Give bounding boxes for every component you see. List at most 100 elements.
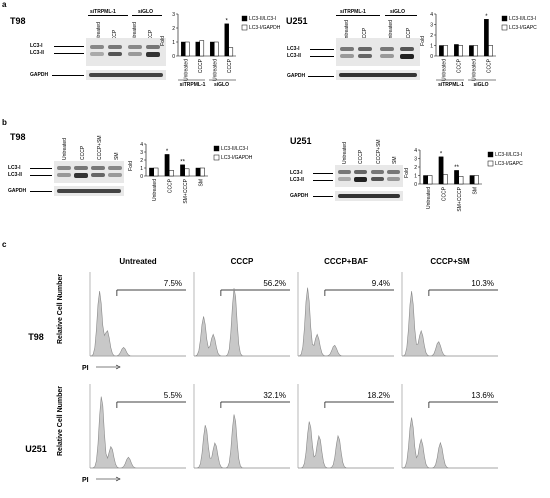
gate-percentage: 56.2%: [263, 279, 286, 288]
legend-label-2: LC3-I/GAPC: [495, 161, 523, 167]
legend-swatch-1: [213, 145, 220, 152]
label-gapdh: GAPDH: [290, 193, 309, 199]
legend-label-2: LC3-I/GAPDH: [221, 155, 253, 161]
label-gapdh: GAPDH: [287, 73, 306, 79]
blot-image-gapdh: [54, 186, 124, 196]
panel-b-letter: b: [2, 118, 7, 127]
x-tick-label: Untreated: [426, 187, 432, 209]
y-tick-label: 2: [414, 165, 417, 171]
significance-star: *: [485, 14, 488, 20]
y-tick-label: 1: [140, 166, 143, 172]
bar-series-2: [473, 45, 478, 57]
y-axis-label: Fold: [128, 161, 134, 171]
x-tick-label: SM: [472, 187, 478, 195]
gate-percentage: 13.6%: [471, 391, 494, 400]
x-tick-label: CCCP: [487, 58, 493, 73]
x-axis-arrowhead: [115, 364, 121, 370]
y-tick-label: 2: [140, 158, 143, 164]
x-tick-label: Untreated: [442, 59, 448, 81]
histogram-peak: [298, 421, 394, 469]
legend-label-2: LC3-I/GAPDH: [249, 25, 280, 31]
blot-image-lc3: [335, 165, 403, 187]
histogram-peak: [89, 291, 186, 357]
y-tick-label: 0: [172, 54, 175, 60]
legend-swatch-2: [487, 160, 494, 167]
cell-label-u251-b: U251: [290, 136, 312, 146]
y-tick-label: 4: [140, 142, 143, 148]
bar-chart-a-t98: 0 1 2 3 Fold Untreated CCCP Untreated * CCCP siTRP…: [160, 12, 280, 88]
histogram-peak: [401, 417, 498, 469]
histogram-peak: [297, 287, 394, 357]
bar-series-1: [164, 154, 170, 177]
gate-percentage: 5.5%: [164, 391, 182, 400]
y-axis-label: Fold: [420, 36, 426, 46]
group-label-sitrpml: siTRPML-1: [340, 9, 366, 15]
group-label: siGLO: [214, 82, 229, 88]
x-axis-arrowhead: [115, 476, 121, 482]
bar-series-2: [184, 168, 190, 177]
bar-series-2: [458, 176, 464, 185]
row-cell-label: T98: [28, 332, 44, 342]
x-tick-label: CCCP: [167, 178, 173, 193]
x-axis-label: PI: [82, 477, 89, 484]
x-tick-label: CCCP: [227, 58, 233, 73]
legend-swatch-2: [501, 24, 508, 31]
cell-label-t98-b: T98: [10, 132, 26, 142]
group-label: siTRPML-1: [180, 82, 206, 88]
y-tick-label: 4: [414, 148, 417, 154]
label-gapdh: GAPDH: [30, 72, 49, 78]
y-tick-label: 1: [414, 174, 417, 180]
legend-swatch-1: [501, 15, 508, 22]
x-axis-label: PI: [82, 365, 89, 372]
legend-label-1: LC3-II/LC3-I: [221, 146, 248, 152]
panel-a-letter: a: [2, 0, 7, 9]
gate-percentage: 18.2%: [367, 391, 390, 400]
gate-percentage: 9.4%: [372, 279, 390, 288]
group-label: siGLO: [473, 82, 488, 88]
x-tick-label: Untreated: [472, 59, 478, 81]
bar-series-1: [438, 156, 444, 185]
bar-series-2: [228, 47, 234, 57]
gate-percentage: 32.1%: [263, 391, 286, 400]
label-lc3i: LC3-I: [8, 165, 21, 171]
blot-image-lc3: [86, 38, 166, 66]
group-label-siglo: siGLO: [138, 9, 154, 15]
y-axis-label: Relative Cell Number: [57, 386, 64, 456]
bar-series-1: [484, 19, 489, 57]
bar-series-1: [224, 23, 229, 57]
legend-swatch-1: [241, 15, 248, 22]
histogram-peak: [90, 396, 186, 469]
label-lc3ii: LC3-II: [30, 50, 44, 56]
y-tick-label: 2: [430, 33, 433, 39]
y-axis-label: Relative Cell Number: [57, 274, 64, 344]
label-lc3i: LC3-I: [287, 46, 300, 52]
x-tick-label: Untreated: [212, 59, 218, 81]
x-tick-label: SM+CCCP: [457, 186, 463, 211]
cell-label-t98-a: T98: [10, 16, 26, 26]
significance-star: **: [454, 165, 459, 171]
group-label: siTRPML-1: [438, 82, 464, 88]
significance-star: *: [440, 151, 443, 157]
significance-star: *: [226, 18, 229, 24]
legend-label-1: LC3-II/LC3-I: [495, 152, 522, 158]
blot-image-gapdh: [335, 191, 403, 201]
x-tick-label: SM+CCCP: [183, 178, 189, 203]
y-tick-label: 3: [414, 157, 417, 163]
x-tick-label: SM: [198, 179, 204, 187]
legend-swatch-1: [487, 151, 494, 158]
bar-series-2: [185, 41, 190, 57]
label-gapdh: GAPDH: [8, 188, 27, 194]
bar-series-2: [474, 175, 479, 185]
y-tick-label: 3: [430, 23, 433, 29]
bar-series-2: [153, 167, 159, 177]
y-tick-label: 2: [172, 26, 175, 32]
y-axis-label: Fold: [160, 36, 166, 46]
condition-header: CCCP: [231, 257, 254, 266]
y-tick-label: 0: [414, 182, 417, 188]
bar-series-2: [488, 45, 493, 57]
blot-image-gapdh: [336, 70, 420, 80]
bar-series-2: [443, 45, 448, 57]
y-tick-label: 0: [430, 54, 433, 60]
bar-series-2: [169, 170, 174, 177]
